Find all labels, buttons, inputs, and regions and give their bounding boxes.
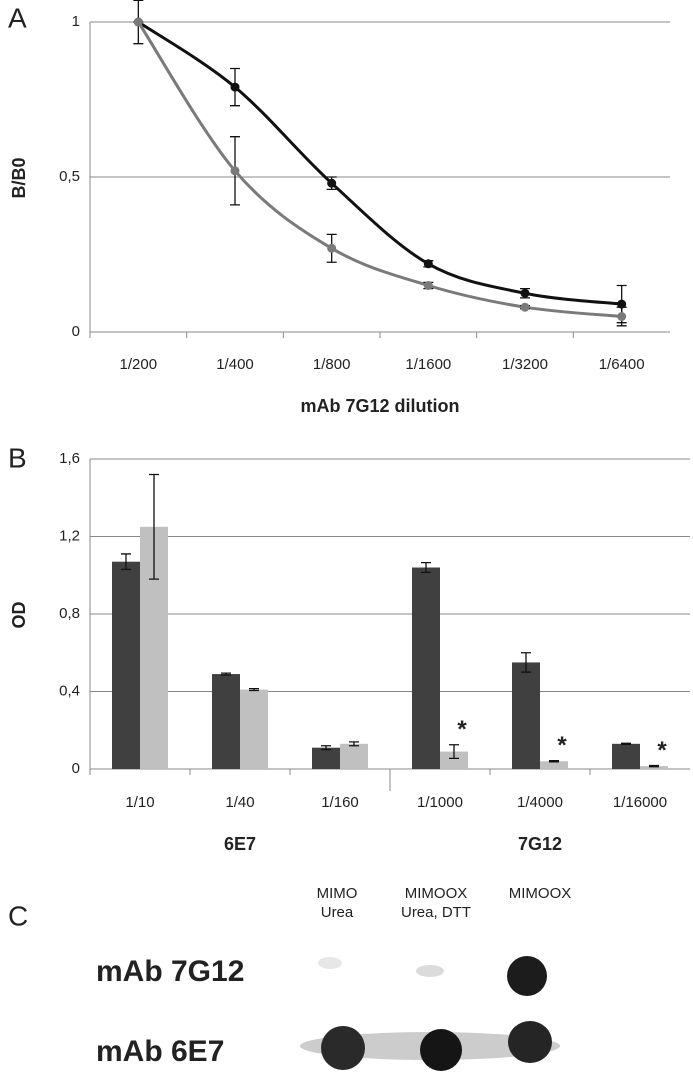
point (617, 299, 627, 309)
error-bar (249, 687, 259, 692)
x-tick-label: 1/400 (216, 356, 254, 373)
line (137, 21, 622, 318)
y-tick-label: 1,2 (59, 527, 80, 544)
point (423, 259, 433, 269)
bar (440, 751, 468, 769)
x-tick-label: 1/10 (125, 794, 154, 811)
row-label: mAb 6E7 (96, 1035, 224, 1068)
bar (312, 747, 340, 769)
bar (340, 743, 368, 769)
column-label: Urea (321, 904, 354, 921)
error-bar (221, 672, 231, 676)
column-label: MIMO (317, 885, 358, 902)
y-axis-label: B/B0 (9, 157, 29, 198)
bar (412, 567, 440, 769)
blot-dot (507, 956, 547, 996)
point (133, 17, 143, 27)
x-tick-label: 1/6400 (599, 356, 645, 373)
column-label: MIMOOX (405, 885, 468, 902)
blot-dot (420, 1029, 462, 1071)
bar (212, 674, 240, 769)
y-tick-label: 0,4 (59, 682, 80, 699)
column-label: Urea, DTT (401, 904, 471, 921)
x-tick-label: 1/4000 (517, 794, 563, 811)
x-tick-label: 1/1600 (405, 356, 451, 373)
y-tick-label: 1 (72, 13, 80, 30)
x-tick-label: 1/40 (225, 794, 254, 811)
error-bar (649, 764, 659, 768)
bar (612, 743, 640, 769)
point (327, 243, 337, 253)
y-tick-label: 0 (72, 760, 80, 777)
point (520, 302, 530, 312)
blot-dots (300, 956, 560, 1071)
group-label: 7G12 (518, 834, 562, 854)
error-bar (149, 473, 159, 580)
column-label: MIMOOX (509, 885, 572, 902)
x-tick-label: 1/160 (321, 794, 359, 811)
bar (240, 689, 268, 769)
panel-label: A (8, 2, 27, 33)
x-axis-label: mAb 7G12 dilution (300, 396, 459, 416)
x-tick-label: 1/800 (313, 356, 351, 373)
panel-label: C (8, 900, 28, 931)
y-tick-label: 0,8 (59, 605, 80, 622)
blot-dot (508, 1021, 552, 1063)
point (230, 82, 240, 92)
error-bar (121, 553, 131, 571)
annotation: * (657, 737, 667, 764)
y-tick-label: 1,6 (59, 450, 80, 467)
error-bar (321, 745, 331, 751)
error-bar (621, 742, 631, 746)
row-label: mAb 7G12 (96, 955, 244, 988)
annotation: * (557, 732, 567, 759)
error-bar (521, 652, 531, 673)
x-tick-label: 1/1000 (417, 794, 463, 811)
y-tick-label: 0 (72, 323, 80, 340)
y-tick-label: 0,5 (59, 168, 80, 185)
bar (640, 766, 668, 769)
blot-dot (416, 965, 444, 977)
error-bar (349, 741, 359, 747)
panel-label: B (8, 442, 27, 473)
x-tick-label: 1/16000 (613, 794, 667, 811)
line (137, 20, 622, 306)
point (230, 166, 240, 176)
group-label: 6E7 (224, 834, 256, 854)
point (423, 281, 433, 290)
error-bar (549, 760, 559, 763)
point (520, 288, 530, 298)
x-tick-label: 1/3200 (502, 356, 548, 373)
x-tick-label: 1/200 (120, 356, 158, 373)
bar (112, 561, 140, 769)
error-bar (421, 562, 431, 573)
annotation: * (457, 716, 467, 743)
bar (512, 662, 540, 769)
blot-dot (318, 957, 342, 969)
point (327, 178, 337, 188)
point (617, 312, 627, 321)
bar (540, 761, 568, 769)
blot-dot (321, 1026, 365, 1070)
error-bar (449, 744, 459, 759)
y-axis-label: OD (9, 601, 29, 628)
